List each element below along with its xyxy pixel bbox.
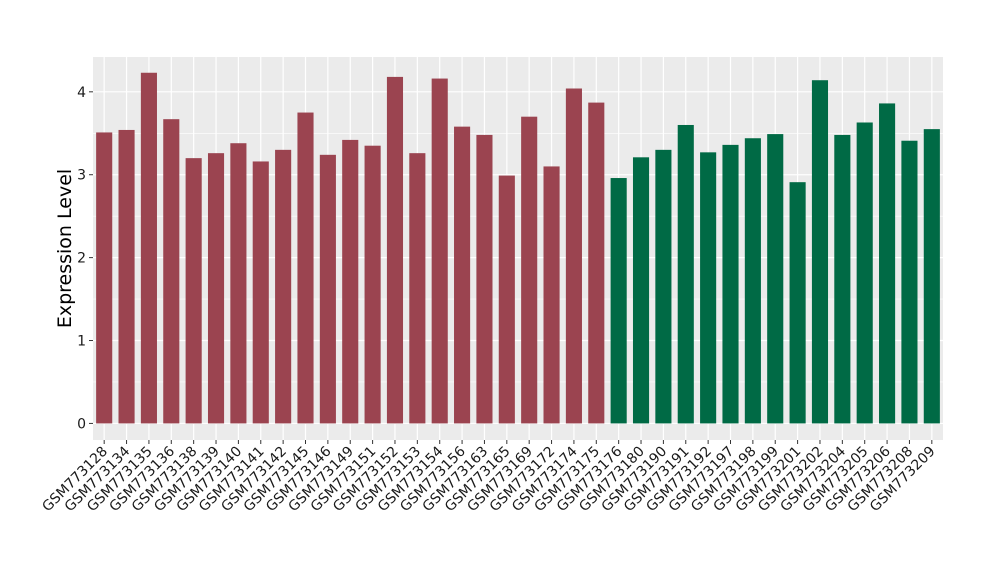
- y-tick-label: 3: [77, 168, 86, 184]
- bar-gsm773163: [476, 134, 493, 424]
- y-tick-label: 1: [77, 334, 86, 350]
- bar-gsm773204: [834, 134, 851, 424]
- y-axis-title: Expression Level: [54, 169, 76, 328]
- bar-gsm773176: [610, 178, 627, 424]
- bar-gsm773206: [879, 103, 896, 424]
- bar-gsm773152: [386, 76, 404, 424]
- bar-gsm773175: [588, 102, 605, 424]
- bar-gsm773153: [409, 153, 426, 424]
- bar-gsm773146: [319, 154, 336, 424]
- bar-gsm773190: [655, 149, 672, 424]
- bar-gsm773139: [207, 153, 225, 424]
- bar-gsm773136: [163, 119, 180, 424]
- bar-gsm773156: [454, 126, 471, 424]
- bar-gsm773142: [275, 149, 292, 424]
- bar-gsm773192: [700, 152, 717, 424]
- bar-gsm773172: [543, 166, 560, 424]
- bar-gsm773134: [118, 129, 135, 424]
- bar-gsm773154: [431, 78, 448, 424]
- bar-gsm773180: [632, 157, 650, 424]
- bars: [96, 72, 940, 424]
- bar-gsm773205: [856, 122, 873, 424]
- bar-gsm773141: [252, 161, 269, 424]
- bar-gsm773128: [96, 132, 113, 424]
- bar-gsm773165: [498, 175, 515, 424]
- bar-gsm773199: [767, 134, 784, 424]
- bar-gsm773151: [364, 145, 381, 424]
- bar-gsm773169: [521, 116, 538, 424]
- bar-gsm773208: [901, 140, 918, 424]
- bar-gsm773201: [789, 182, 806, 424]
- bar-gsm773149: [342, 139, 359, 424]
- y-tick-label: 0: [77, 416, 86, 432]
- x-axis: GSM773128GSM773134GSM773135GSM773136GSM7…: [39, 440, 939, 515]
- y-tick-label: 4: [77, 85, 86, 101]
- bar-gsm773197: [722, 144, 739, 424]
- bar-gsm773145: [297, 112, 314, 424]
- bar-gsm773140: [230, 143, 247, 424]
- bar-gsm773191: [677, 124, 694, 424]
- y-tick-label: 2: [77, 251, 86, 267]
- bar-gsm773138: [185, 158, 202, 424]
- y-axis: 0 1 2 3 4: [77, 85, 93, 432]
- bar-gsm773135: [140, 72, 157, 424]
- bar-gsm773202: [811, 80, 829, 424]
- bar-gsm773198: [744, 138, 761, 424]
- bar-gsm773174: [565, 88, 582, 424]
- bar-gsm773209: [923, 129, 940, 424]
